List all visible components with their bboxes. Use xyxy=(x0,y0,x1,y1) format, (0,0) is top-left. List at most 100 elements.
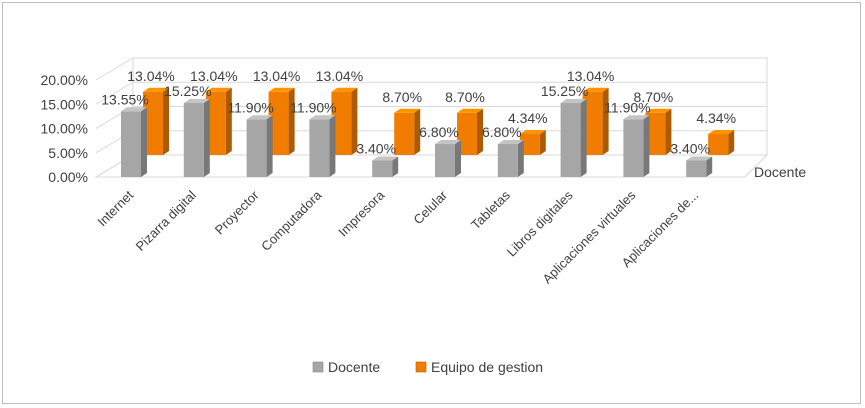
bar-front-9 xyxy=(686,156,713,177)
bar-back-4-top xyxy=(394,108,421,113)
bar-front-7-top xyxy=(560,99,587,104)
bar-front-2-side xyxy=(266,115,273,177)
bar-back-8 xyxy=(645,108,672,155)
data-label-back-9: 4.34% xyxy=(696,110,736,126)
x-category-label-2: Proyector xyxy=(212,187,262,237)
bar-back-4-side xyxy=(414,108,421,155)
x-category-label-1: Pizarra digital xyxy=(133,187,199,253)
chart-frame xyxy=(2,2,861,404)
bar-back-7-top xyxy=(582,87,609,92)
bar-front-1-top xyxy=(183,99,210,104)
bars xyxy=(121,87,735,177)
bar-front-4-top xyxy=(372,156,399,161)
bar-back-2-top xyxy=(268,87,295,92)
legend: Docente Equipo de gestion xyxy=(312,359,543,375)
data-labels: 13.04% 13.04% 13.04% 13.04% 8.70% 8.70% 4.34% 1… xyxy=(101,68,736,157)
y-tick-label: 20.00% xyxy=(41,72,88,88)
bar-back-8-side xyxy=(665,108,672,155)
bar-front-9-side xyxy=(706,156,713,177)
bar-front-2-front xyxy=(246,119,267,177)
bar-back-2-side xyxy=(288,87,295,155)
bar-front-9-top xyxy=(686,156,713,161)
bar-back-8-front xyxy=(645,112,666,155)
bar-back-0-top xyxy=(143,87,169,92)
bar-front-7 xyxy=(560,99,587,177)
bar-front-4-side xyxy=(392,156,399,177)
bar-back-5-top xyxy=(457,108,483,113)
y-tick-label: 10.00% xyxy=(41,121,88,137)
x-category-label-0: Internet xyxy=(94,187,136,229)
data-label-front-4: 3.40% xyxy=(356,141,396,157)
bar-front-6-side xyxy=(517,140,524,177)
data-label-back-2: 13.04% xyxy=(253,68,300,84)
x-category-label-5: Celular xyxy=(410,187,450,227)
data-label-front-5: 6.80% xyxy=(419,124,459,140)
bar-front-0 xyxy=(121,107,147,177)
data-label-back-0: 13.04% xyxy=(127,68,174,84)
bar-front-6-front xyxy=(497,144,518,177)
data-label-front-7: 15.25% xyxy=(541,83,588,99)
bar-front-0-top xyxy=(121,107,147,112)
gridline-side xyxy=(95,57,134,81)
bar-front-7-front xyxy=(560,103,581,177)
bar-back-5-front xyxy=(457,112,477,155)
data-label-front-8: 11.90% xyxy=(604,99,650,115)
x-category-label-4: Impresora xyxy=(335,187,388,240)
bar-back-0 xyxy=(143,87,169,155)
bar-front-3-side xyxy=(329,115,336,177)
data-label-back-5: 8.70% xyxy=(445,89,485,105)
bar-back-0-side xyxy=(163,87,169,155)
bar-front-4-front xyxy=(372,160,393,177)
bar-back-9-side xyxy=(728,129,735,155)
bar-back-7-front xyxy=(582,91,603,155)
depth-axis-label: Docente xyxy=(754,164,806,180)
bar-back-1 xyxy=(205,87,232,155)
bar-back-3-side xyxy=(351,87,358,155)
bar-back-9-front xyxy=(708,133,729,155)
data-label-front-3: 11.90% xyxy=(290,99,336,115)
bar-front-0-side xyxy=(141,107,147,177)
bar-front-8-top xyxy=(623,115,650,120)
bar-back-9 xyxy=(708,129,735,155)
bar-front-7-side xyxy=(580,99,587,177)
y-axis-ticks: 0.00% 5.00% 10.00% 15.00% 20.00% xyxy=(41,72,88,185)
x-category-label-6: Tabletas xyxy=(468,187,513,232)
bar-back-3-front xyxy=(331,91,352,155)
bar-front-8-front xyxy=(623,119,644,177)
bar-front-9-front xyxy=(686,160,707,177)
data-label-back-8: 8.70% xyxy=(634,89,674,105)
data-label-back-6: 4.34% xyxy=(508,110,548,126)
bar-back-1-side xyxy=(225,87,232,155)
bar-back-4-front xyxy=(394,112,415,155)
bar-back-6-side xyxy=(539,129,546,155)
y-tick-label: 15.00% xyxy=(41,96,88,112)
data-label-back-3: 13.04% xyxy=(316,68,363,84)
bar-back-6 xyxy=(519,129,546,155)
bar-front-3-front xyxy=(309,119,330,177)
legend-label-equipo: Equipo de gestion xyxy=(431,359,543,375)
bar-front-3-top xyxy=(309,115,336,120)
bar-front-8-side xyxy=(643,115,650,177)
bar-front-5-side xyxy=(455,140,461,177)
x-category-label-3: Computadora xyxy=(258,187,325,254)
bar-back-2 xyxy=(268,87,295,155)
y-tick-label: 0.00% xyxy=(48,169,88,185)
data-label-back-4: 8.70% xyxy=(382,89,422,105)
data-label-front-1: 15.25% xyxy=(164,83,211,99)
bar-back-3-top xyxy=(331,87,358,92)
bar-back-3 xyxy=(331,87,358,155)
y-tick-label: 5.00% xyxy=(48,145,88,161)
data-label-front-0: 13.55% xyxy=(101,91,148,107)
x-category-label-7: Libros digitales xyxy=(504,187,576,259)
bar-front-8 xyxy=(623,115,650,177)
bar-front-2-top xyxy=(246,115,273,120)
data-label-back-7: 13.04% xyxy=(567,68,614,84)
bar-front-0-front xyxy=(121,111,141,177)
bar-front-1-front xyxy=(183,103,204,177)
bar-front-4 xyxy=(372,156,399,177)
data-label-front-9: 3.40% xyxy=(670,141,710,157)
gridline-side xyxy=(95,81,134,105)
bar-back-1-front xyxy=(205,91,226,155)
bar-front-6-top xyxy=(497,140,524,145)
bar-back-7-side xyxy=(602,87,609,155)
